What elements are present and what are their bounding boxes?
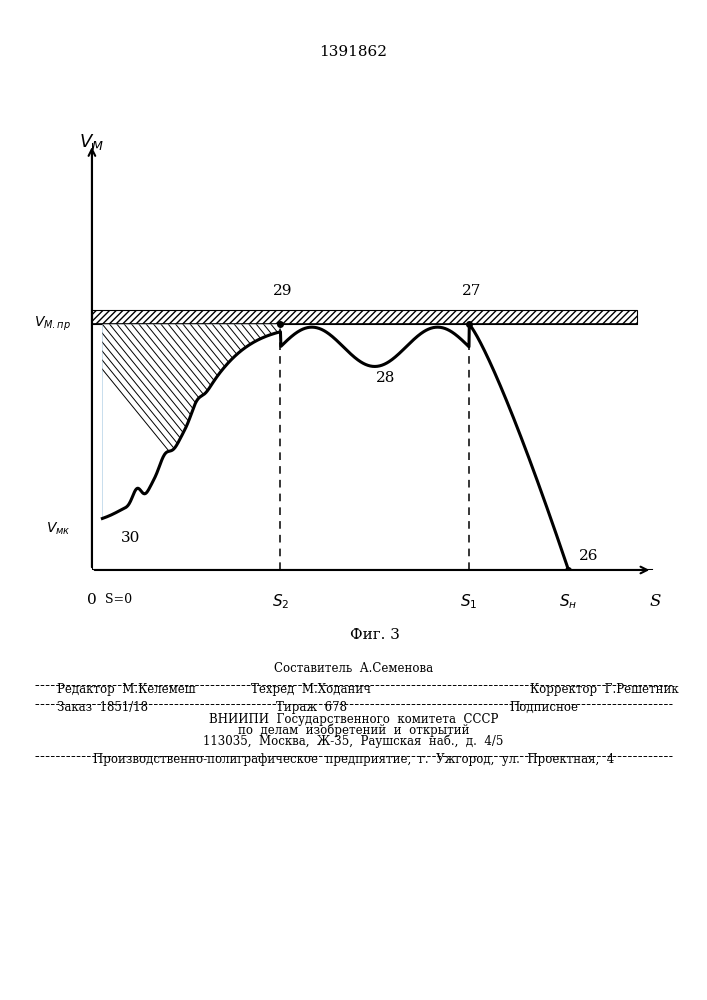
Text: $S_2$: $S_2$: [271, 593, 289, 611]
Text: Заказ  1851/18: Заказ 1851/18: [57, 701, 148, 714]
Text: S: S: [649, 593, 660, 610]
Text: $V_{M.пр}$: $V_{M.пр}$: [34, 315, 71, 333]
Polygon shape: [103, 324, 281, 518]
Text: 30: 30: [121, 531, 140, 545]
Text: $V_{мк}$: $V_{мк}$: [47, 521, 71, 537]
Bar: [92, 310, 636, 324]
Text: 27: 27: [462, 284, 481, 298]
Text: $S_1$: $S_1$: [460, 593, 478, 611]
Text: Составитель  А.Семенова: Составитель А.Семенова: [274, 662, 433, 675]
Text: ВНИИПИ  Государственного  комитета  СССР: ВНИИПИ Государственного комитета СССР: [209, 713, 498, 726]
Polygon shape: [103, 324, 281, 518]
Text: Тираж  678: Тираж 678: [276, 701, 346, 714]
Text: 28: 28: [375, 371, 395, 385]
Text: Фиг. 3: Фиг. 3: [350, 628, 399, 642]
Text: по  делам  изобретений  и  открытий: по делам изобретений и открытий: [238, 724, 469, 737]
Text: Техред  М.Ходанич: Техред М.Ходанич: [251, 683, 371, 696]
Text: 0: 0: [87, 593, 97, 607]
Text: Подписное: Подписное: [509, 701, 578, 714]
Text: Корректор  Г.Решетник: Корректор Г.Решетник: [530, 683, 679, 696]
Text: 1391862: 1391862: [320, 45, 387, 59]
Text: 113035,  Москва,  Ж-35,  Раушская  наб.,  д.  4/5: 113035, Москва, Ж-35, Раушская наб., д. …: [204, 734, 503, 748]
Text: Редактор  М.Келемеш: Редактор М.Келемеш: [57, 683, 195, 696]
Text: $S_н$: $S_н$: [559, 593, 578, 611]
Text: S=0: S=0: [105, 593, 132, 606]
Text: 29: 29: [274, 284, 293, 298]
Text: $V_M$: $V_M$: [78, 132, 104, 152]
Text: 26: 26: [579, 549, 598, 563]
Text: Производственно-полиграфическое  предприятие,  г.  Ужгород,  ул.  Проектная,  4: Производственно-полиграфическое предприя…: [93, 753, 614, 766]
